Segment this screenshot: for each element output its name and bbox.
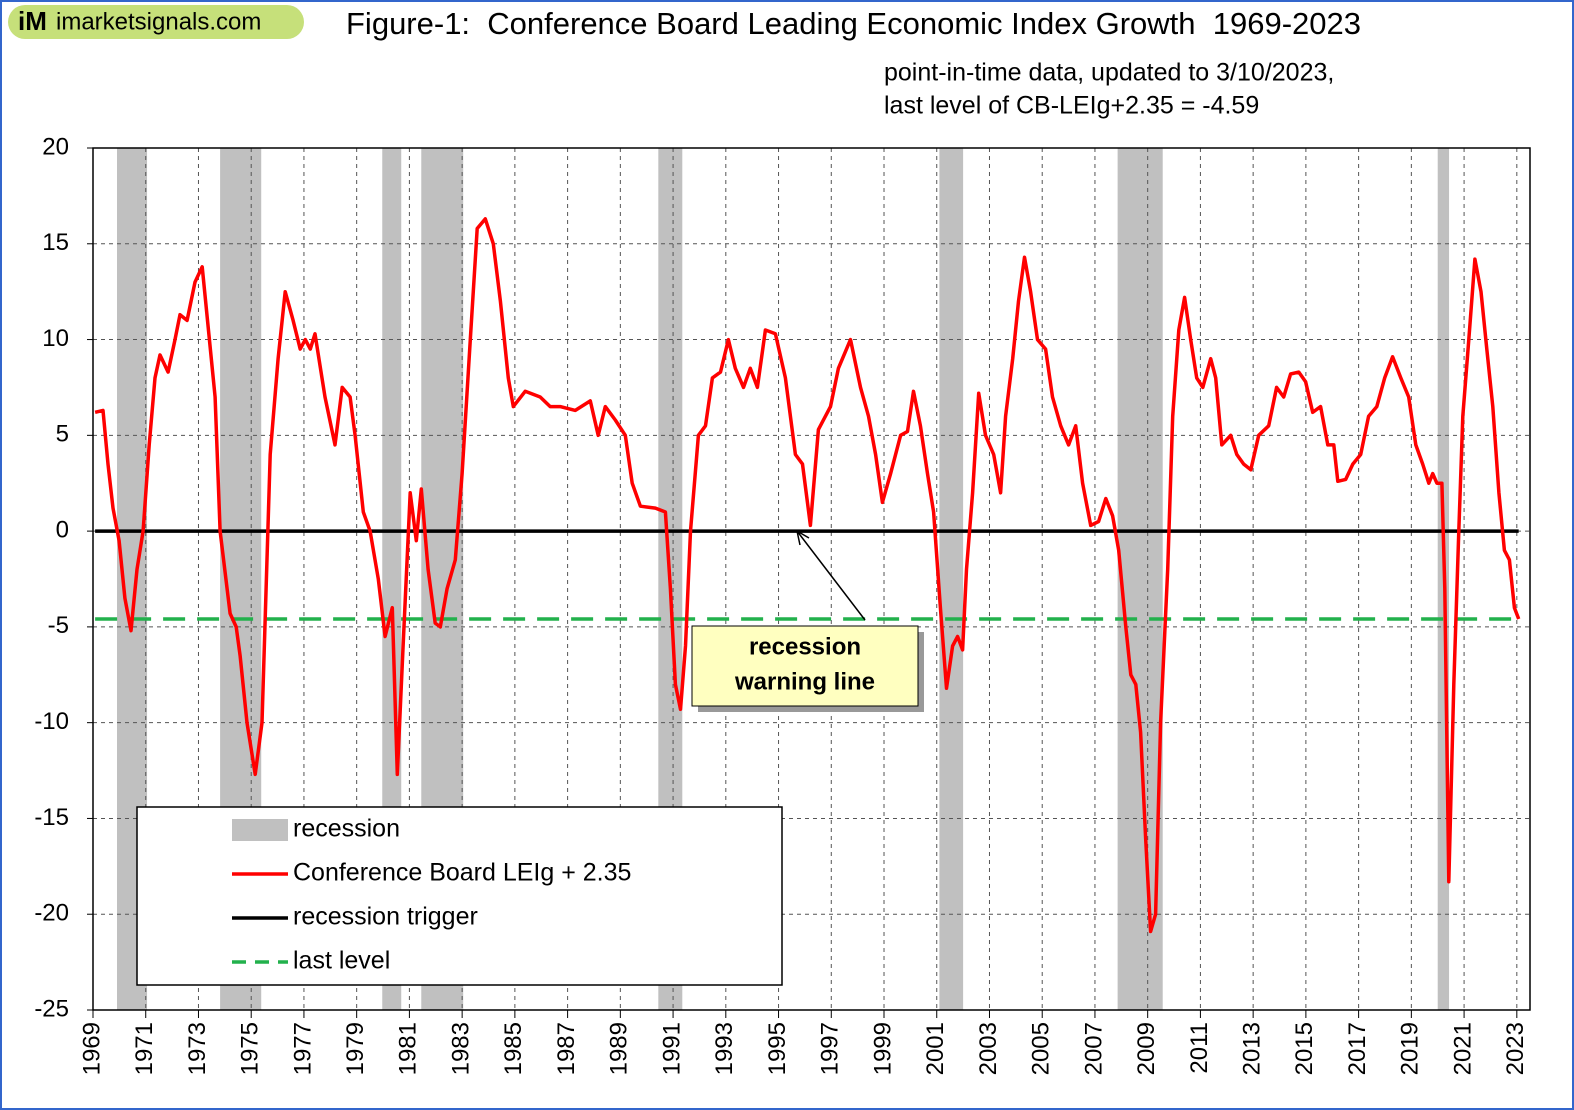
- legend-label: Conference Board LEIg + 2.35: [293, 859, 631, 887]
- x-tick-label: 2023: [1502, 1022, 1529, 1075]
- y-tick-label: -10: [34, 708, 69, 735]
- y-tick-label: -25: [34, 995, 69, 1022]
- logo-mark: iM: [18, 6, 47, 36]
- x-tick-label: 1999: [869, 1022, 896, 1075]
- x-tick-label: 1993: [711, 1022, 738, 1075]
- x-tick-label: 1989: [606, 1022, 633, 1075]
- x-tick-label: 1975: [237, 1022, 264, 1075]
- x-tick-label: 2009: [1133, 1022, 1160, 1075]
- logo: imarketsignals.com: [56, 8, 261, 35]
- data-line: [94, 217, 1521, 934]
- x-tick-label: 1997: [817, 1022, 844, 1075]
- chart-title: Figure-1: Conference Board Leading Econo…: [346, 6, 1361, 41]
- recession-band: [939, 148, 964, 1010]
- subtitle: point-in-time data, updated to 3/10/2023…: [884, 59, 1334, 87]
- x-tick-label: 1987: [553, 1022, 580, 1075]
- plot-border: [92, 147, 1531, 1011]
- annotation-arrow: [796, 530, 866, 621]
- x-tick-label: 1973: [184, 1022, 211, 1075]
- legend-swatch: [232, 819, 288, 841]
- x-tick-label: 2007: [1080, 1022, 1107, 1075]
- x-tick-label: 2015: [1291, 1022, 1318, 1075]
- legend-label: recession: [293, 815, 400, 843]
- recession-band: [382, 148, 402, 1010]
- y-tick-label: 20: [42, 133, 69, 160]
- legend-label: recession trigger: [293, 903, 478, 931]
- y-tick-label: 15: [42, 229, 69, 256]
- y-tick-label: -5: [48, 612, 69, 639]
- x-tick-label: 1981: [395, 1022, 422, 1075]
- x-tick-label: 2017: [1344, 1022, 1371, 1075]
- logo-badge: [8, 5, 304, 39]
- x-tick-label: 1995: [764, 1022, 791, 1075]
- x-tick-label: 2003: [975, 1022, 1002, 1075]
- subtitle: last level of CB-LEIg+2.35 = -4.59: [884, 92, 1259, 120]
- annotation-box: [691, 625, 919, 707]
- x-tick-label: 1971: [131, 1022, 158, 1075]
- annotation-text: recession: [749, 633, 861, 660]
- x-tick-label: 1979: [342, 1022, 369, 1075]
- x-tick-label: 2013: [1238, 1022, 1265, 1075]
- y-tick-label: 0: [56, 516, 69, 543]
- y-tick-label: 5: [56, 421, 69, 448]
- y-tick-label: 10: [42, 325, 69, 352]
- x-tick-label: 2001: [922, 1022, 949, 1075]
- x-tick-label: 1983: [447, 1022, 474, 1075]
- annotation-text: warning line: [734, 668, 875, 695]
- x-tick-label: 1977: [289, 1022, 316, 1075]
- x-tick-label: 1985: [500, 1022, 527, 1075]
- x-tick-label: 2019: [1397, 1022, 1424, 1075]
- legend-label: last level: [293, 947, 390, 975]
- y-tick-label: -20: [34, 900, 69, 927]
- x-tick-label: 2011: [1186, 1022, 1213, 1074]
- x-tick-label: 2005: [1028, 1022, 1055, 1075]
- y-tick-label: -15: [34, 804, 69, 831]
- x-tick-label: 1991: [658, 1022, 685, 1075]
- x-tick-label: 1969: [78, 1022, 105, 1075]
- x-tick-label: 2021: [1449, 1022, 1476, 1075]
